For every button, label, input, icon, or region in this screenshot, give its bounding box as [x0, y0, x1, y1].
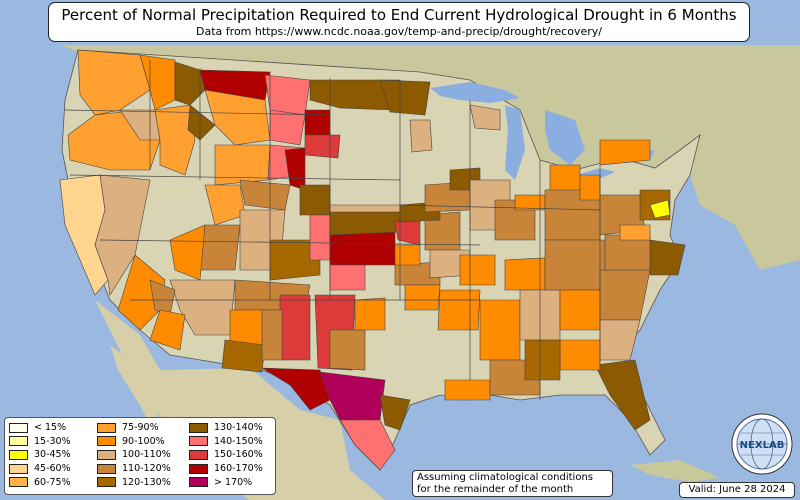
legend-item: < 15% [9, 421, 99, 435]
legend-swatch [9, 422, 28, 433]
legend-swatch [189, 449, 208, 460]
legend-swatch [97, 449, 116, 460]
legend: < 15% 15-30% 30-45% 45-60% 60-75% 75-90% 90-1… [4, 417, 276, 495]
legend-swatch [9, 463, 28, 474]
title-box: Percent of Normal Precipitation Required… [48, 2, 750, 42]
legend-item: 150-160% [189, 448, 279, 462]
legend-label: 90-100% [122, 435, 165, 447]
legend-swatch [189, 463, 208, 474]
legend-label: 15-30% [34, 435, 71, 447]
note-box: Assuming climatological conditions for t… [412, 470, 613, 497]
valid-date: Valid: June 28 2024 [679, 482, 795, 498]
legend-column-2: 75-90% 90-100% 100-110% 110-120% 120-130% [97, 421, 187, 489]
lake-huron [545, 110, 585, 165]
legend-column-1: < 15% 15-30% 30-45% 45-60% 60-75% [9, 421, 99, 489]
legend-swatch [97, 477, 116, 488]
canada-land [60, 45, 800, 270]
legend-item: 30-45% [9, 448, 99, 462]
note-line-2: for the remainder of the month [417, 484, 574, 495]
mexico-land [95, 300, 385, 500]
legend-swatch [189, 477, 208, 488]
map-subtitle: Data from https://www.ncdc.noaa.gov/temp… [196, 25, 602, 38]
legend-item: 130-140% [189, 421, 279, 435]
legend-item: 90-100% [97, 435, 187, 449]
map-title: Percent of Normal Precipitation Required… [61, 6, 737, 24]
legend-column-3: 130-140% 140-150% 150-160% 160-170% > 170% [189, 421, 279, 489]
legend-swatch [97, 436, 116, 447]
legend-label: 110-120% [122, 463, 171, 475]
cuba-land [630, 460, 720, 482]
legend-swatch [9, 449, 28, 460]
legend-swatch [97, 463, 116, 474]
state-boundaries [64, 60, 601, 400]
legend-item: 110-120% [97, 462, 187, 476]
legend-label: 150-160% [214, 449, 263, 461]
legend-item: 75-90% [97, 421, 187, 435]
lake-michigan [505, 105, 525, 180]
legend-label: 45-60% [34, 463, 71, 475]
legend-swatch [189, 436, 208, 447]
legend-label: > 170% [214, 476, 253, 488]
legend-label: 75-90% [122, 422, 159, 434]
note-line-1: Assuming climatological conditions [417, 472, 593, 483]
globe-logo-icon: NEXLAB [731, 413, 793, 475]
legend-label: 100-110% [122, 449, 171, 461]
legend-label: 160-170% [214, 463, 263, 475]
lake-superior [430, 82, 520, 103]
legend-item: 100-110% [97, 448, 187, 462]
legend-item: 60-75% [9, 475, 99, 489]
legend-item: 15-30% [9, 435, 99, 449]
legend-swatch [9, 436, 28, 447]
legend-label: < 15% [34, 422, 67, 434]
legend-swatch [97, 422, 116, 433]
legend-swatch [9, 477, 28, 488]
legend-item: 120-130% [97, 475, 187, 489]
legend-label: 60-75% [34, 476, 71, 488]
drought-regions [59, 49, 686, 471]
legend-item: 45-60% [9, 462, 99, 476]
legend-item: 160-170% [189, 462, 279, 476]
legend-item: > 170% [189, 475, 279, 489]
legend-swatch [189, 422, 208, 433]
legend-label: 120-130% [122, 476, 171, 488]
legend-label: 130-140% [214, 422, 263, 434]
legend-label: 140-150% [214, 435, 263, 447]
legend-label: 30-45% [34, 449, 71, 461]
legend-item: 140-150% [189, 435, 279, 449]
logo-text: NEXLAB [740, 440, 785, 451]
